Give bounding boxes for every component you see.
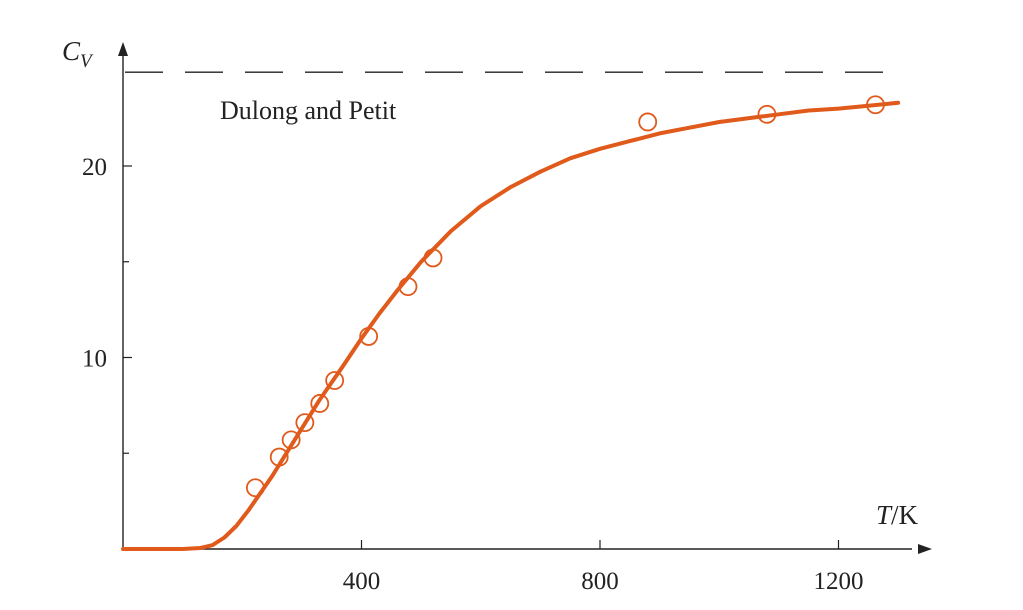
y-tick-label: 10 xyxy=(82,346,107,373)
data-point xyxy=(295,413,315,433)
data-point xyxy=(281,430,301,450)
data-point xyxy=(325,371,345,390)
data-point xyxy=(757,104,777,124)
y-tick-label: 20 xyxy=(82,154,107,181)
ticks xyxy=(123,165,840,549)
data-point xyxy=(359,327,379,346)
y-axis-label: CV xyxy=(62,36,94,72)
theory-curve xyxy=(121,100,901,551)
data-point xyxy=(638,112,658,132)
x-tick-label: 800 xyxy=(581,568,619,595)
x-tick-label: 400 xyxy=(343,568,381,595)
y-axis-arrowhead xyxy=(118,42,128,56)
data-point xyxy=(866,95,885,115)
data-point xyxy=(269,447,289,467)
x-axis-label: T/K xyxy=(876,500,919,530)
dulong-petit-label: Dulong and Petit xyxy=(220,96,397,125)
tick-labels: 400 800 1200 10 20 xyxy=(82,154,864,595)
x-axis-arrowhead xyxy=(918,544,932,554)
data-point xyxy=(398,277,418,297)
x-tick-label: 1200 xyxy=(814,568,864,595)
data-point xyxy=(423,248,443,268)
data-points xyxy=(245,95,885,498)
data-point xyxy=(310,394,330,413)
axes xyxy=(118,42,932,554)
data-point xyxy=(245,478,265,498)
